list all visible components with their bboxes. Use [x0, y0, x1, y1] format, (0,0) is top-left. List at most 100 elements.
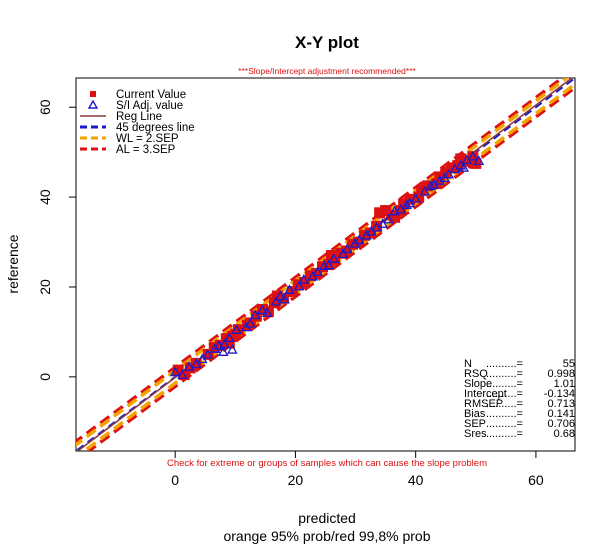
current-value-point — [229, 328, 241, 340]
current-value-point — [223, 337, 235, 349]
stat-leader: ..........= — [486, 408, 523, 420]
si-adjusted-point — [183, 361, 195, 371]
current-value-point — [416, 184, 428, 196]
stat-label: Slope — [464, 378, 492, 390]
current-value-point — [208, 342, 220, 354]
stat-value: 0.141 — [547, 408, 575, 420]
si-adjusted-point — [383, 213, 394, 224]
si-adjusted-point — [371, 221, 382, 232]
si-adjusted-point — [328, 253, 340, 263]
si-adjusted-point — [428, 179, 440, 189]
stat-leader: ..........= — [486, 388, 523, 400]
si-adjusted-point — [284, 284, 295, 294]
legend-label: 45 degrees line — [116, 122, 195, 134]
current-value-point — [422, 180, 434, 192]
chart-subtitle: ***Slope/Intercept adjustment recommende… — [238, 66, 416, 76]
si-adjusted-point — [275, 290, 286, 301]
stat-leader: ..........= — [486, 398, 523, 410]
current-value-point — [413, 191, 425, 203]
x-axis-sublabel: orange 95% prob/red 99,8% prob — [223, 528, 430, 544]
current-value-point — [250, 310, 262, 322]
current-value-point — [398, 198, 410, 210]
si-adjusted-point — [425, 180, 437, 191]
si-adjusted-point — [298, 273, 310, 284]
legend-label: Current Value — [116, 89, 186, 101]
chart-title: X-Y plot — [295, 33, 359, 52]
current-value-point — [190, 357, 202, 369]
si-adjusted-point — [434, 175, 446, 185]
si-adjusted-point — [389, 205, 400, 216]
current-value-point — [395, 205, 407, 217]
stat-value: 0.713 — [547, 398, 575, 410]
si-adjusted-point — [245, 317, 256, 328]
si-adjusted-point — [458, 162, 470, 172]
si-adjusted-point — [419, 185, 430, 196]
x-tick-label: 40 — [408, 472, 424, 488]
si-adjusted-point — [404, 197, 415, 208]
stat-leader: ..........= — [486, 358, 523, 370]
current-value-point — [461, 155, 473, 167]
x-tick-label: 60 — [528, 472, 544, 488]
y-axis-label: reference — [5, 234, 21, 293]
si-adjusted-point — [169, 366, 181, 377]
si-adjusted-point — [293, 280, 305, 291]
stat-value: 55 — [563, 358, 575, 370]
current-value-point — [365, 227, 377, 239]
si-adjusted-point — [279, 293, 290, 304]
data-points — [169, 150, 485, 381]
si-adjusted-point — [190, 358, 202, 369]
current-value-point — [316, 261, 328, 273]
stat-label: Sres — [464, 428, 487, 440]
si-adjusted-point — [401, 199, 412, 210]
legend-label: S/I Adj. value — [116, 100, 183, 112]
y-axis: 0 20 40 60 — [37, 99, 77, 381]
current-value-point — [326, 250, 338, 262]
legend-label: WL = 2.SEP — [116, 133, 179, 145]
x-tick-label: 20 — [288, 472, 304, 488]
stat-label: RMSEP — [464, 398, 503, 410]
stat-leader: ..........= — [486, 428, 523, 440]
si-adjusted-point — [177, 369, 188, 379]
al-upper-line — [76, 78, 566, 444]
x-axis-label: predicted — [298, 510, 356, 526]
y-tick-label: 60 — [37, 99, 53, 115]
legend-square-symbol — [90, 91, 96, 97]
si-adjusted-point — [218, 346, 229, 356]
current-value-point — [214, 339, 226, 351]
stat-leader: ..........= — [486, 368, 523, 380]
current-value-point — [184, 362, 196, 374]
current-value-point — [440, 166, 452, 178]
current-value-point — [323, 259, 335, 270]
x-tick-label: 0 — [171, 472, 179, 488]
stat-value: 1.01 — [554, 378, 575, 390]
x-axis: 0 20 40 60 — [171, 450, 544, 488]
y-tick-label: 20 — [37, 279, 53, 295]
si-adjusted-point — [224, 332, 235, 343]
current-value-point — [374, 207, 386, 219]
si-adjusted-point — [270, 295, 282, 306]
current-value-point — [467, 151, 479, 163]
si-adjusted-point — [209, 343, 221, 353]
si-adjusted-point — [257, 304, 268, 315]
si-adjusted-point — [337, 248, 349, 259]
si-adjusted-point — [249, 309, 261, 320]
si-adjusted-point — [341, 243, 353, 254]
wl-upper-line — [76, 78, 570, 447]
legend-label: Reg Line — [116, 111, 162, 123]
si-adjusted-point — [227, 344, 238, 354]
si-adjusted-point — [196, 353, 208, 364]
current-value-point — [446, 162, 458, 174]
current-value-point — [341, 245, 353, 257]
si-adjusted-point — [443, 168, 455, 179]
stat-value: -0.134 — [544, 388, 575, 400]
stat-label: Intercept — [464, 388, 507, 400]
stat-label: N — [464, 358, 472, 370]
current-value-point — [455, 153, 467, 165]
si-adjusted-point — [439, 172, 450, 183]
y-tick-label: 0 — [37, 373, 53, 381]
stat-label: Bias — [464, 408, 486, 420]
si-adjusted-point — [312, 266, 323, 276]
